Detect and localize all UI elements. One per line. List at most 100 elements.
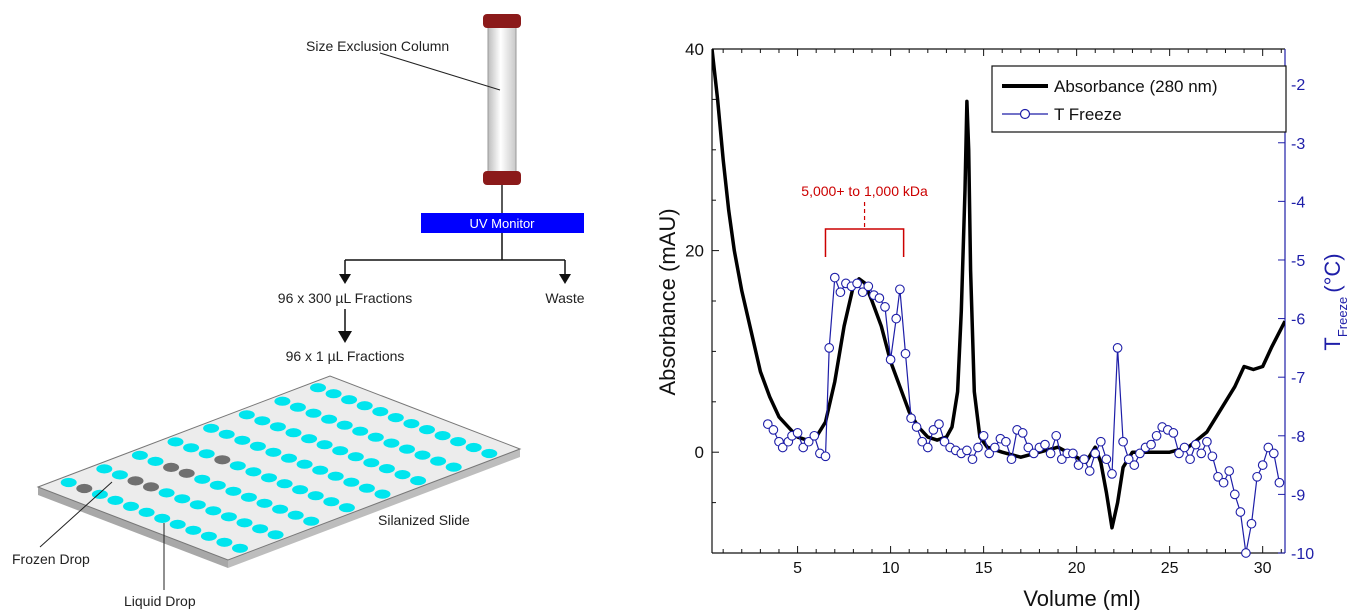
liquid-drop (183, 443, 200, 453)
liquid-drop (292, 485, 309, 495)
fractions-300-label: 96 x 300 µL Fractions (278, 290, 412, 306)
liquid-drop (367, 432, 384, 442)
t-freeze-point (962, 445, 972, 456)
t-freeze-point (852, 278, 862, 289)
t-freeze-point (835, 287, 846, 298)
arrow-to-fractions (339, 274, 351, 284)
t-freeze-point (1084, 466, 1095, 476)
liquid-drop (229, 461, 246, 471)
arrow-to-small-fractions (338, 331, 352, 343)
liquid-drop (296, 459, 313, 469)
t-freeze-point (1207, 451, 1218, 462)
liquid-drop (343, 477, 360, 487)
liquid-drop (245, 467, 262, 477)
t-freeze-point (922, 442, 933, 453)
liquid-drop (301, 434, 318, 444)
liquid-drop (352, 426, 369, 436)
t-freeze-point (939, 436, 950, 447)
t-freeze-point (792, 428, 803, 438)
liquid-drop (378, 464, 395, 474)
column-label: Size Exclusion Column (306, 38, 449, 54)
annotation-bracket-path (824, 228, 905, 257)
flow-lines (344, 233, 566, 333)
liquid-drop (234, 435, 251, 445)
legend: Absorbance (280 nm) T Freeze (991, 65, 1287, 133)
liquid-drop (323, 497, 340, 507)
t-freeze-point (768, 425, 779, 435)
liquid-drop (203, 423, 220, 433)
liquid-drop (332, 446, 349, 456)
liquid-drop (256, 498, 273, 508)
liquid-drop-label: Liquid Drop (124, 593, 196, 609)
y2-tick-label: -6 (1291, 312, 1305, 329)
liquid-drop (218, 429, 235, 439)
liquid-drop (289, 402, 306, 412)
liquid-drop (123, 501, 139, 511)
liquid-drop (281, 453, 297, 463)
liquid-drop (394, 470, 411, 480)
liquid-drop (383, 438, 400, 448)
t-freeze-point (1274, 477, 1285, 488)
liquid-drop (372, 407, 389, 417)
liquid-drop (325, 389, 342, 399)
y2-axis-label: TFreeze (°C) (1320, 253, 1350, 350)
t-freeze-point (1241, 548, 1251, 558)
liquid-drop (194, 474, 211, 484)
t-freeze-point (1028, 448, 1039, 459)
t-freeze-point (863, 281, 874, 292)
liquid-drop (287, 510, 304, 520)
liquid-drop (167, 437, 184, 447)
liquid-drop (154, 513, 171, 524)
frozen-drop (163, 462, 180, 472)
column-label-leader (379, 52, 501, 91)
y2-axis-ticks: -10 -9 -8 -7 -6 -5 -4 -3 -2 (1278, 77, 1314, 563)
y2-tick-label: -3 (1291, 136, 1305, 153)
liquid-drop (225, 486, 242, 496)
t-freeze-point (1073, 460, 1084, 470)
t-freeze-point (895, 284, 905, 295)
t-freeze-point (777, 442, 788, 453)
liquid-drop (240, 492, 257, 502)
t-freeze-point (880, 302, 890, 312)
x-axis-ticks: 5 10 15 20 25 30 (722, 49, 1282, 577)
liquid-drop (254, 416, 271, 426)
t-freeze-point (911, 422, 922, 432)
fractions-1-label: 96 x 1 µL Fractions (286, 348, 405, 364)
t-freeze-point (1001, 436, 1011, 447)
annotation-label: 5,000+ to 1,000 kDa (801, 183, 928, 199)
t-freeze-point (1185, 454, 1195, 465)
x-tick-label: 30 (1254, 560, 1272, 577)
t-freeze-point (885, 354, 896, 365)
uv-monitor-label: UV Monitor (469, 216, 535, 231)
t-freeze-point (967, 454, 978, 465)
liquid-drop (198, 449, 215, 459)
arrow-to-waste (559, 274, 571, 284)
liquid-drop (60, 477, 77, 488)
liquid-drop (341, 395, 358, 405)
t-freeze-point (1112, 343, 1123, 353)
uv-monitor: UV Monitor (421, 213, 584, 233)
y-axis-label: Absorbance (mAU) (655, 208, 680, 395)
liquid-drop (321, 414, 338, 424)
frozen-drop (76, 483, 93, 494)
y2-tick-label: -10 (1291, 546, 1314, 563)
legend-box (991, 65, 1287, 133)
t-freeze-point (1235, 507, 1246, 517)
silanized-slide (36, 375, 522, 568)
x-axis-label: Volume (ml) (1023, 586, 1140, 610)
frozen-drop (143, 482, 159, 492)
liquid-drop (220, 512, 237, 522)
t-freeze-point (1051, 430, 1062, 441)
column-top-cap (483, 14, 521, 28)
schematic-diagram: Size Exclusion Column UV Monitor 96 x 30… (12, 14, 585, 609)
t-freeze-point (1246, 518, 1257, 529)
y2-tick-label: -4 (1291, 194, 1305, 211)
slide-label: Silanized Slide (378, 512, 470, 528)
t-freeze-point (989, 442, 1000, 453)
frozen-drop (178, 468, 195, 478)
t-freeze-point (1006, 454, 1017, 465)
liquid-drop (374, 489, 391, 499)
t-freeze-point (1168, 428, 1179, 438)
t-freeze-point (1202, 436, 1212, 447)
x-tick-label: 15 (975, 560, 993, 577)
